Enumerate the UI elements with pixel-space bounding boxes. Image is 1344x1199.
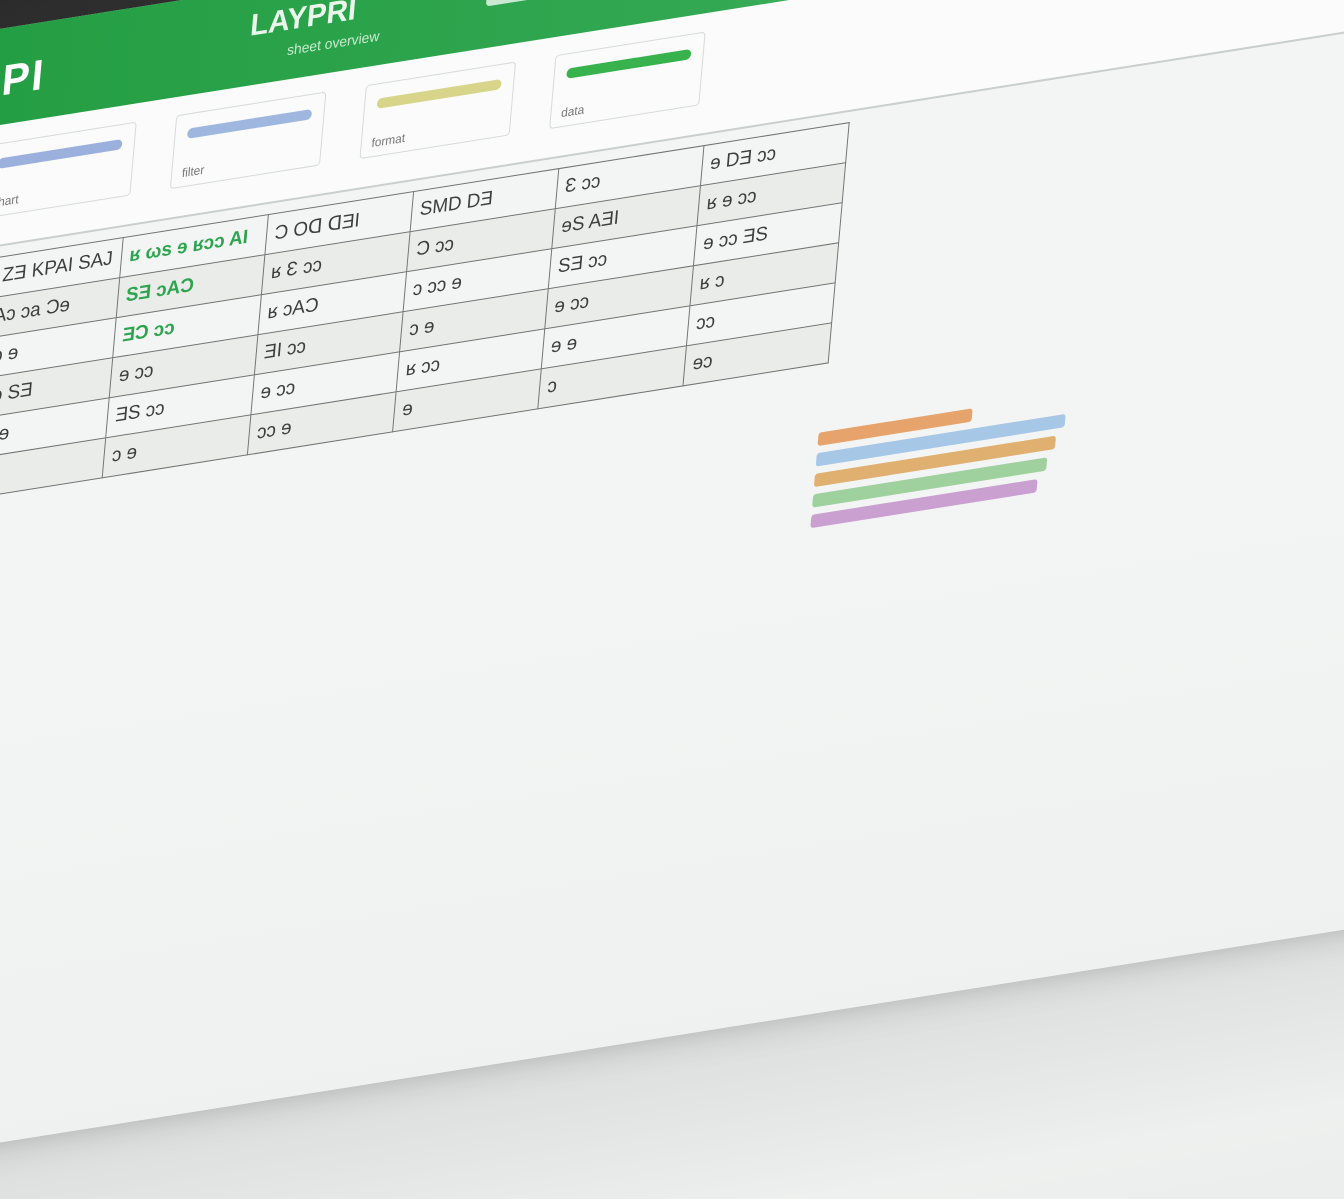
ribbon-item[interactable]: chart — [0, 121, 137, 220]
data-icon — [566, 48, 692, 79]
filter-icon — [186, 108, 313, 139]
ribbon-item[interactable]: data — [549, 31, 706, 130]
ribbon-item[interactable]: filter — [169, 91, 327, 190]
mini-chart — [810, 385, 1076, 536]
format-icon — [376, 78, 502, 109]
app-title: ƎPI — [0, 49, 48, 110]
ribbon-label: chart — [0, 191, 20, 211]
ribbon-label: filter — [181, 162, 205, 181]
ribbon-label: format — [370, 130, 406, 151]
search-input[interactable] — [485, 0, 657, 7]
ribbon-label: data — [560, 102, 585, 121]
ribbon-item[interactable]: format — [359, 61, 517, 160]
chart-icon — [0, 138, 123, 169]
